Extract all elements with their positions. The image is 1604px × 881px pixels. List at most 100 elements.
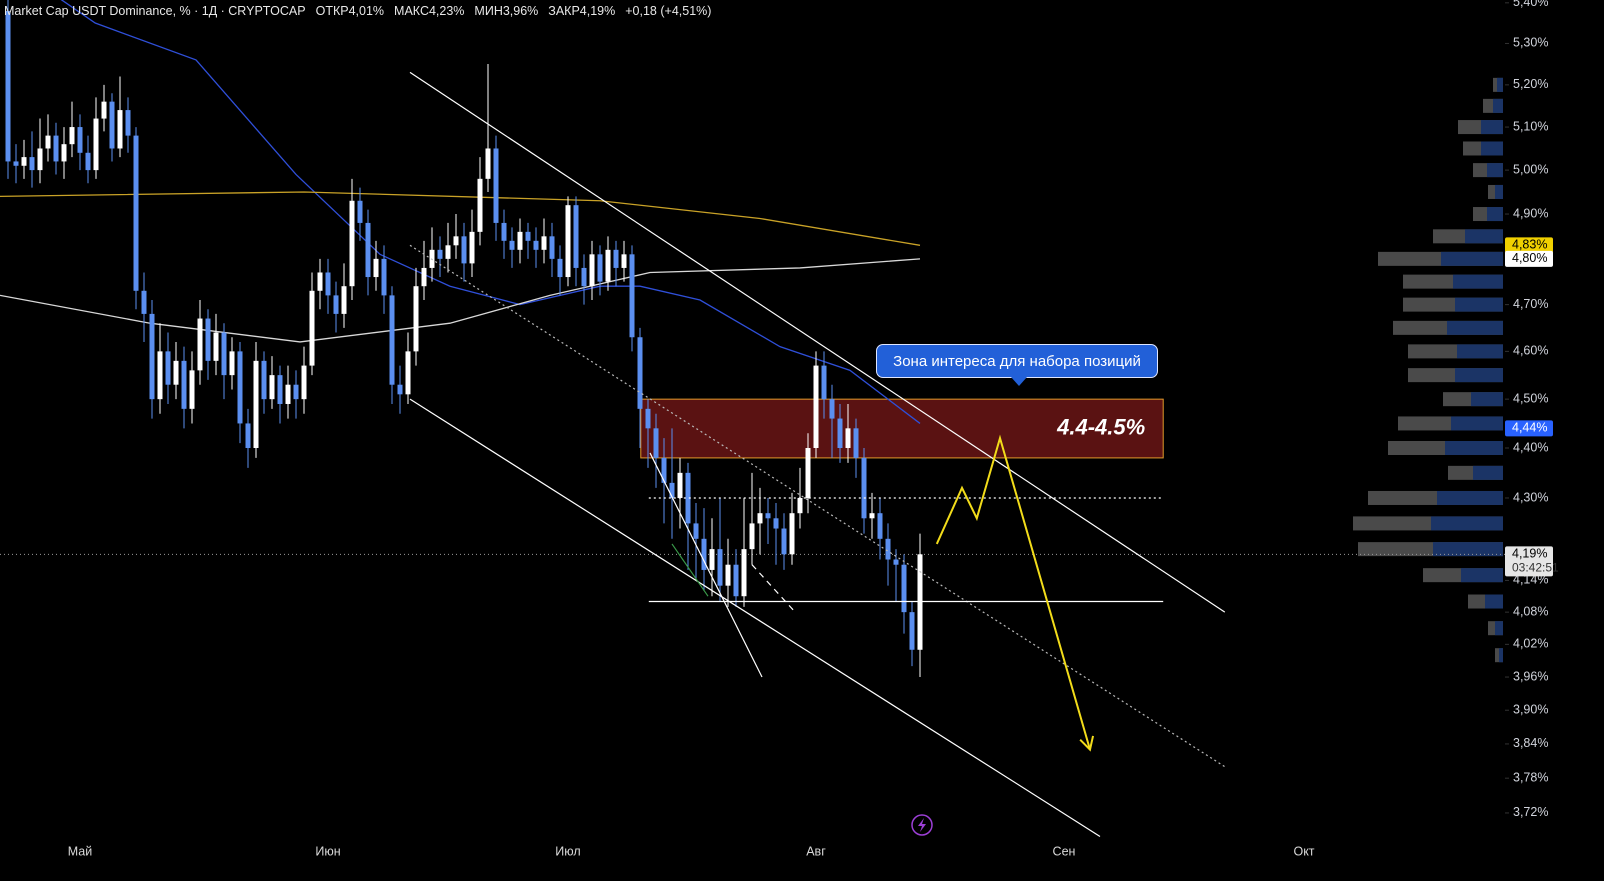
candle-body: [405, 351, 411, 395]
candle-body: [373, 258, 379, 278]
volume-profile-up: [1481, 120, 1503, 135]
y-tick-label: 3,90%: [1513, 703, 1548, 717]
price-tag: [1505, 420, 1553, 437]
candle-body: [717, 549, 723, 586]
candle-body: [533, 240, 539, 250]
trend-line: [649, 452, 763, 678]
candle-body: [765, 513, 771, 519]
candle-body: [893, 559, 899, 565]
candle-body: [541, 236, 547, 250]
volume-profile-up: [1461, 568, 1503, 583]
candle-body: [189, 370, 195, 409]
candle-body: [125, 110, 131, 136]
candle-body: [741, 549, 747, 597]
candle-body: [149, 313, 155, 400]
zone-label: 4.4-4.5%: [1056, 414, 1145, 439]
volume-profile-up: [1433, 542, 1503, 557]
y-tick-label: 5,00%: [1513, 162, 1548, 176]
y-tick-label: 5,40%: [1513, 0, 1548, 9]
volume-profile-up: [1447, 320, 1503, 335]
candle-body: [397, 384, 403, 395]
lightning-icon[interactable]: [911, 814, 933, 836]
y-tick-label: 3,84%: [1513, 736, 1548, 750]
candle-body: [45, 135, 51, 149]
candle-body: [645, 408, 651, 429]
candle-body: [301, 365, 307, 400]
volume-profile-up: [1493, 98, 1503, 113]
candle-body: [293, 384, 299, 400]
candle-body: [773, 518, 779, 529]
y-tick-label: 3,78%: [1513, 770, 1548, 784]
arrow-head: [1079, 735, 1095, 752]
candle-body: [477, 178, 483, 232]
y-tick-label: 4,40%: [1513, 440, 1548, 454]
volume-profile-up: [1495, 184, 1503, 199]
price-tag-label: 4,83%: [1512, 238, 1547, 252]
candle-body: [797, 497, 803, 514]
price-tag-label: 4,80%: [1512, 251, 1547, 265]
candle-body: [757, 513, 763, 524]
candle-body: [501, 222, 507, 241]
x-tick-label: Авг: [806, 844, 826, 858]
candle-body: [669, 482, 675, 498]
candle-body: [677, 472, 683, 498]
candle-body: [357, 200, 363, 223]
header: Market Cap USDT Dominance, % · 1Д · CRYP…: [4, 4, 711, 18]
candle-body: [557, 258, 563, 278]
candle-body: [725, 564, 731, 586]
candle-body: [789, 513, 795, 555]
header-value: МИН3,96%: [474, 4, 539, 18]
y-tick-label: 4,30%: [1513, 490, 1548, 504]
volume-profile-up: [1437, 490, 1503, 505]
candle-body: [349, 200, 355, 287]
candle-body: [629, 254, 635, 338]
header-value: МАКС4,23%: [394, 4, 465, 18]
candle-body: [829, 399, 835, 419]
candle-body: [565, 205, 571, 278]
candle-body: [173, 360, 179, 385]
x-tick-label: Сен: [1053, 844, 1076, 858]
candle-body: [485, 148, 491, 179]
candle-body: [413, 286, 419, 352]
candle-body: [821, 365, 827, 400]
countdown: 03:42:51: [1512, 560, 1559, 574]
volume-profile-up: [1499, 648, 1503, 663]
candle-body: [333, 295, 339, 314]
volume-profile-up: [1473, 465, 1503, 480]
candle-body: [581, 267, 587, 287]
candle-body: [85, 152, 91, 171]
volume-profile-up: [1457, 344, 1503, 359]
trend-line: [751, 564, 796, 613]
callout: Зона интереса для набора позиций: [876, 344, 1158, 386]
candle-body: [453, 236, 459, 246]
y-tick-label: 5,20%: [1513, 77, 1548, 91]
y-tick-label: 5,30%: [1513, 36, 1548, 50]
y-tick-label: 4,50%: [1513, 391, 1548, 405]
x-tick-label: Июн: [315, 844, 340, 858]
candle-body: [493, 148, 499, 223]
candle-body: [269, 375, 275, 400]
candle-body: [389, 295, 395, 385]
volume-profile-up: [1441, 251, 1503, 266]
candle-body: [861, 457, 867, 519]
candle-body: [261, 360, 267, 400]
candle-body: [325, 272, 331, 296]
x-tick-label: Окт: [1293, 844, 1314, 858]
candle-body: [21, 157, 27, 166]
candle-body: [61, 144, 67, 162]
candle-body: [813, 365, 819, 449]
candle-body: [101, 101, 107, 119]
candle-body: [237, 351, 243, 424]
candle-body: [597, 254, 603, 282]
moving-average: [0, 191, 921, 246]
candle-body: [733, 564, 739, 597]
y-tick-label: 4,90%: [1513, 206, 1548, 220]
candle-body: [637, 337, 643, 409]
candle-body: [845, 428, 851, 449]
symbol-title: Market Cap USDT Dominance, % · 1Д · CRYP…: [4, 4, 306, 18]
candle-body: [509, 240, 515, 250]
candle-body: [221, 332, 227, 376]
candle-body: [685, 472, 691, 524]
